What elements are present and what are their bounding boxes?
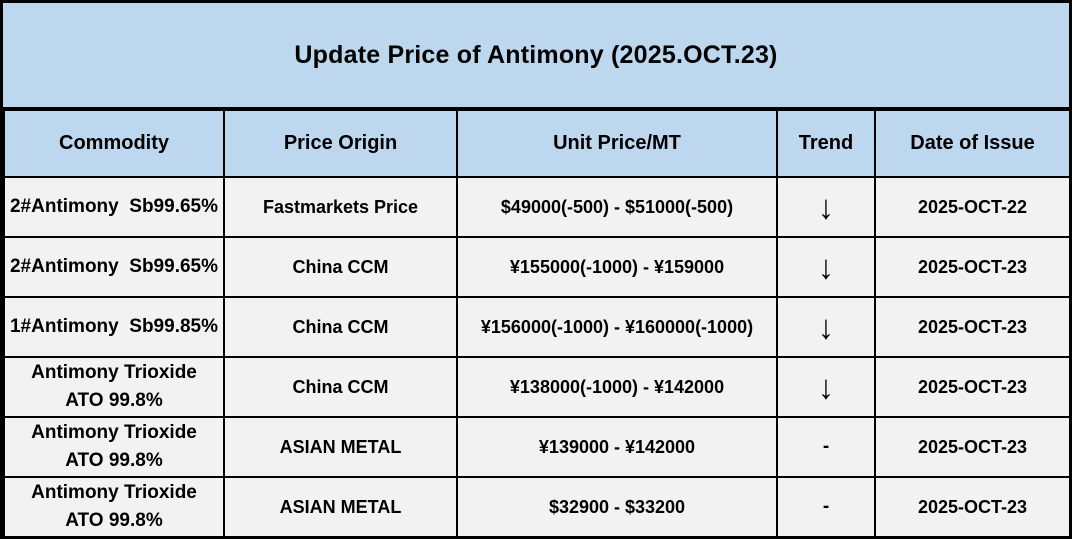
unit-price-cell: ¥139000 - ¥142000 [456, 416, 778, 478]
table-row: 2#Antimony Sb99.65% China CCM ¥155000(-1… [3, 236, 1071, 298]
table-row: 2#Antimony Sb99.65% Fastmarkets Price $4… [3, 176, 1071, 238]
header-row: Commodity Price Origin Unit Price/MT Tre… [3, 109, 1071, 178]
trend-flat-dash: - [822, 436, 830, 457]
unit-price-cell: $49000(-500) - $51000(-500) [456, 176, 778, 238]
trend-down-icon: ↓ [818, 367, 834, 406]
price-origin-cell: ASIAN METAL [223, 416, 458, 478]
price-table: Commodity Price Origin Unit Price/MT Tre… [3, 109, 1071, 538]
price-origin-cell: China CCM [223, 356, 458, 418]
unit-price-cell: ¥138000(-1000) - ¥142000 [456, 356, 778, 418]
price-origin-cell: Fastmarkets Price [223, 176, 458, 238]
unit-price-cell: ¥156000(-1000) - ¥160000(-1000) [456, 296, 778, 358]
commodity-cell: Antimony Trioxide ATO 99.8% [3, 476, 225, 538]
commodity-cell: 2#Antimony Sb99.65% [3, 236, 225, 298]
price-origin-cell: ASIAN METAL [223, 476, 458, 538]
table-row: Antimony Trioxide ATO 99.8% ASIAN METAL … [3, 416, 1071, 478]
commodity-cell: Antimony Trioxide ATO 99.8% [3, 356, 225, 418]
trend-flat-dash: - [822, 496, 830, 517]
date-of-issue-cell: 2025-OCT-23 [874, 296, 1071, 358]
trend-down-icon: ↓ [818, 187, 834, 226]
table-row: Antimony Trioxide ATO 99.8% ASIAN METAL … [3, 476, 1071, 538]
table-title: Update Price of Antimony (2025.OCT.23) [3, 3, 1069, 109]
commodity-cell: 1#Antimony Sb99.85% [3, 296, 225, 358]
trend-cell: ↓ [776, 296, 876, 358]
col-header-trend: Trend [776, 109, 876, 178]
trend-cell: ↓ [776, 236, 876, 298]
unit-price-cell: ¥155000(-1000) - ¥159000 [456, 236, 778, 298]
date-of-issue-cell: 2025-OCT-23 [874, 416, 1071, 478]
date-of-issue-cell: 2025-OCT-23 [874, 476, 1071, 538]
table-row: Antimony Trioxide ATO 99.8% China CCM ¥1… [3, 356, 1071, 418]
col-header-date-of-issue: Date of Issue [874, 109, 1071, 178]
date-of-issue-cell: 2025-OCT-23 [874, 236, 1071, 298]
unit-price-cell: $32900 - $33200 [456, 476, 778, 538]
trend-down-icon: ↓ [818, 307, 834, 346]
commodity-cell: 2#Antimony Sb99.65% [3, 176, 225, 238]
col-header-price-origin: Price Origin [223, 109, 458, 178]
trend-cell: ↓ [776, 176, 876, 238]
price-origin-cell: China CCM [223, 236, 458, 298]
date-of-issue-cell: 2025-OCT-22 [874, 176, 1071, 238]
commodity-cell: Antimony Trioxide ATO 99.8% [3, 416, 225, 478]
date-of-issue-cell: 2025-OCT-23 [874, 356, 1071, 418]
col-header-commodity: Commodity [3, 109, 225, 178]
trend-down-icon: ↓ [818, 247, 834, 286]
col-header-unit-price: Unit Price/MT [456, 109, 778, 178]
table-row: 1#Antimony Sb99.85% China CCM ¥156000(-1… [3, 296, 1071, 358]
price-origin-cell: China CCM [223, 296, 458, 358]
trend-cell: - [776, 476, 876, 538]
trend-cell: ↓ [776, 356, 876, 418]
trend-cell: - [776, 416, 876, 478]
